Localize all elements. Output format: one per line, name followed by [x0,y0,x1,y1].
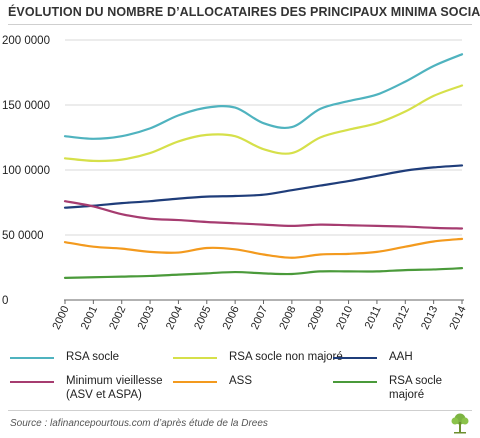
legend-item: RSA socle non majoré [173,350,343,364]
x-tick-label: 2001 [79,304,100,331]
legend-swatch [173,357,217,359]
x-tick-label: 2005 [192,304,213,331]
x-tick-label: 2000 [50,304,71,331]
x-tick-label: 2004 [164,304,185,331]
chart-title: ÉVOLUTION DU NOMBRE D’ALLOCATAIRES DES P… [8,5,480,19]
legend-swatch [10,381,54,383]
legend-swatch [10,357,54,359]
chart-legend: RSA socle RSA socle non majoré AAH Minimum … [0,334,480,414]
x-tick-label: 2011 [363,304,384,331]
series-line-ass [63,237,464,259]
tree-logo-icon [451,413,469,434]
series-line-rsa-socle-non-majore [63,84,464,163]
x-tick-label: 2002 [107,304,128,331]
x-tick-label: 2012 [391,304,412,331]
x-tick-label: 2008 [277,304,298,331]
legend-label: AAH [389,351,413,363]
series-line-minimum-vieillesse [63,200,464,230]
legend-swatch [333,381,377,383]
series-line-aah [63,164,464,209]
legend-label: RSA socle [66,351,120,363]
x-tick-label: 2007 [249,304,270,331]
grid-lines [65,39,462,236]
legend-item: ASS [173,374,252,388]
legend-swatch [333,357,377,359]
x-axis [64,299,464,304]
y-tick-label: 50 0000 [2,230,44,242]
series-line-rsa-socle [63,53,464,140]
x-axis-tick-labels: 2000 2001 2002 2003 2004 2005 2006 2007 2008 2009… [50,304,468,331]
y-tick-label: 150 0000 [2,100,50,112]
y-axis-tick-labels: 0 50 0000 100 0000 150 0000 200 0000 [2,35,50,307]
y-tick-label: 200 0000 [2,35,50,47]
source-divider [8,410,472,411]
series-line-rsa-socle-majore [63,267,464,279]
x-tick-label: 2010 [334,304,355,331]
source-note: Source : lafinancepourtous.com d’après é… [10,418,268,429]
x-tick-label: 2014 [447,304,468,331]
x-tick-label: 2006 [221,304,242,331]
legend-item: Minimum vieillesse (ASV et ASPA) [10,374,163,402]
legend-item: RSA socle [10,350,119,364]
x-tick-label: 2003 [136,304,157,331]
x-tick-label: 2009 [306,304,327,331]
y-tick-label: 100 0000 [2,165,50,177]
title-divider [8,24,472,25]
series-lines [63,53,464,279]
legend-label: ASS [229,375,253,387]
y-tick-label: 0 [2,295,8,307]
x-tick-label: 2013 [419,304,440,331]
legend-swatch [173,381,217,383]
legend-item: AAH [333,350,413,364]
legend-label: Minimum vieillesse (ASV et ASPA) [66,375,163,401]
legend-item: RSA socle majoré [333,374,480,402]
legend-label: RSA socle majoré [389,375,443,401]
legend-label: RSA socle non majoré [229,351,343,363]
